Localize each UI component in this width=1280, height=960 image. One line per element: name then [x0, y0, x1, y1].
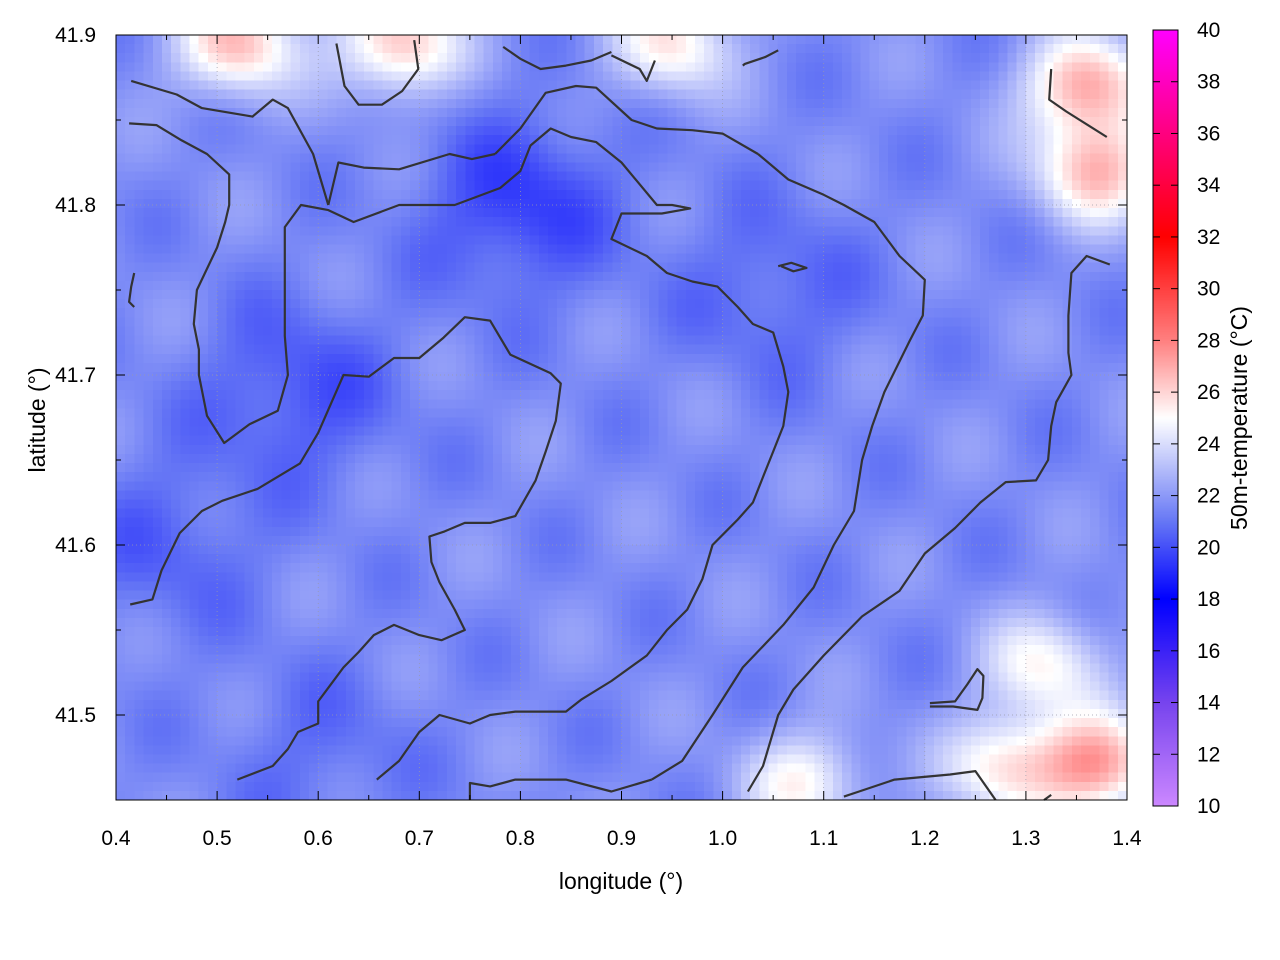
x-axis-title: longitude (°) [559, 868, 683, 894]
colorbar-gradient [1153, 30, 1178, 806]
x-tick-label: 0.8 [506, 827, 535, 850]
y-tick-label: 41.6 [55, 534, 96, 557]
x-tick-label: 1.4 [1112, 827, 1142, 850]
colorbar-ticks: 10 12 14 16 18 20 22 24 26 28 30 32 34 36 38 40 [1153, 19, 1221, 818]
colorbar-tick-label: 12 [1197, 743, 1220, 766]
contour-line [777, 261, 808, 273]
contour-line [843, 770, 997, 801]
contour-line [129, 122, 790, 781]
contour-line [929, 668, 985, 711]
contour-line [128, 272, 136, 308]
y-tick-label: 41.7 [55, 364, 96, 387]
colorbar-tick-label: 22 [1197, 485, 1220, 508]
colorbar-tick-label: 10 [1197, 795, 1220, 818]
x-tick-label: 0.9 [607, 827, 636, 850]
y-tick-label: 41.9 [55, 24, 96, 47]
contour-line [1043, 794, 1052, 801]
colorbar-tick-label: 30 [1197, 278, 1220, 301]
contour-line [651, 153, 926, 781]
colorbar-tick-label: 14 [1197, 692, 1221, 715]
colorbar-title: 50m-temperature (°C) [1226, 306, 1252, 530]
colorbar-tick-label: 38 [1197, 71, 1220, 94]
colorbar-tick-label: 24 [1197, 433, 1221, 456]
colorbar-tick-label: 28 [1197, 329, 1220, 352]
colorbar-tick-label: 36 [1197, 122, 1220, 145]
contour-line [610, 54, 656, 82]
x-axis: 0.4 0.5 0.6 0.7 0.8 0.9 1.0 1.1 1.2 1.3 1.4 [101, 35, 1142, 850]
contour-line [746, 254, 1111, 793]
colorbar-tick-label: 32 [1197, 226, 1220, 249]
y-tick-label: 41.8 [55, 194, 96, 217]
contour-line [327, 152, 496, 206]
x-tick-label: 0.4 [101, 827, 131, 850]
plot-area: 0.4 0.5 0.6 0.7 0.8 0.9 1.0 1.1 1.2 1.3 1.4 41.541… [55, 24, 1142, 850]
x-tick-label: 0.5 [202, 827, 231, 850]
contour-line [129, 316, 562, 781]
contour-lines [128, 39, 1111, 801]
colorbar-tick-label: 34 [1197, 174, 1221, 197]
x-tick-label: 0.7 [405, 827, 434, 850]
colorbar-tick-label: 40 [1197, 19, 1220, 42]
temperature-heatmap [116, 35, 1127, 800]
x-tick-label: 1.3 [1011, 827, 1040, 850]
contour-line [742, 49, 779, 67]
y-axis-title: latitude (°) [24, 367, 50, 472]
contour-line [335, 39, 420, 106]
contour-line [502, 45, 612, 71]
colorbar: 10 12 14 16 18 20 22 24 26 28 30 32 34 36 38 40 [1152, 19, 1221, 818]
x-tick-label: 1.1 [809, 827, 838, 850]
colorbar-frame [1152, 29, 1179, 807]
colorbar-tick-label: 26 [1197, 381, 1220, 404]
colorbar-tick-label: 18 [1197, 588, 1220, 611]
contour-line [494, 84, 759, 155]
x-tick-label: 0.6 [304, 827, 333, 850]
colorbar-tick-label: 16 [1197, 640, 1220, 663]
y-tick-label: 41.5 [55, 704, 96, 727]
contour-line [1048, 68, 1108, 138]
contour-line [468, 778, 653, 800]
colorbar-tick-label: 20 [1197, 536, 1220, 559]
y-axis: 41.5 41.6 41.7 41.8 41.9 [55, 24, 1127, 801]
x-tick-label: 1.0 [708, 827, 737, 850]
contour-line [130, 79, 330, 206]
x-tick-label: 1.2 [910, 827, 939, 850]
